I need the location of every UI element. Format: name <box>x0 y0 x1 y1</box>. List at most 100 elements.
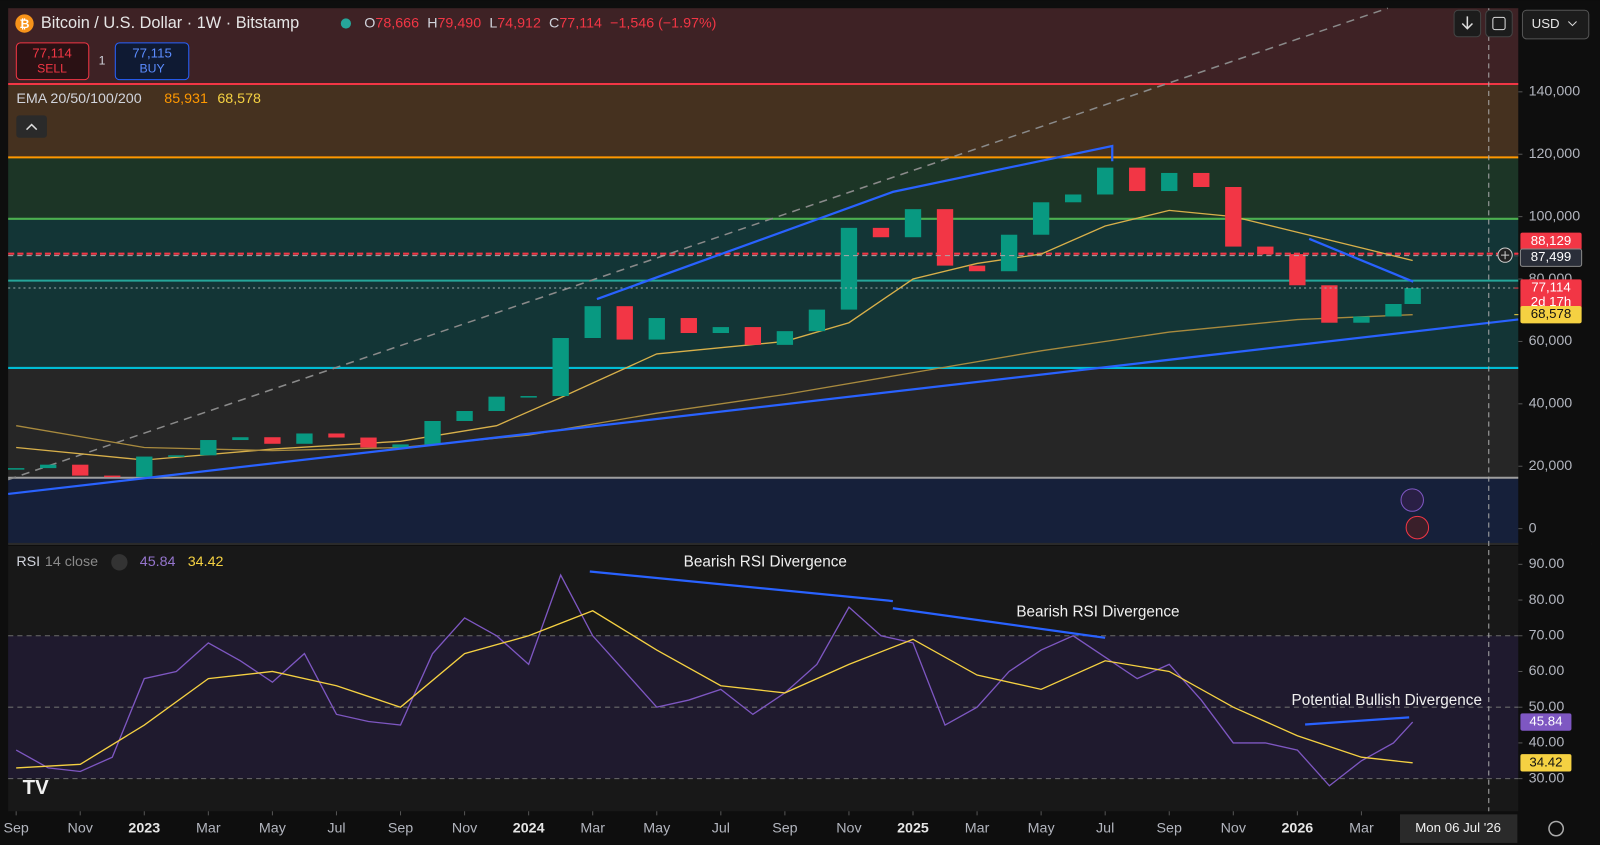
candle <box>1064 194 1082 203</box>
candle <box>1032 202 1050 235</box>
candle <box>424 420 441 445</box>
zone <box>8 367 1519 478</box>
currency-select[interactable] <box>1521 9 1590 40</box>
price-scale <box>1518 8 1592 812</box>
event-icon[interactable] <box>1405 515 1430 540</box>
candle <box>808 309 826 332</box>
ema-value: 85,931 <box>164 91 208 107</box>
ohlc-value: 77,114 <box>559 15 602 31</box>
candle <box>776 331 794 345</box>
zone <box>8 84 1519 158</box>
x-tick-label: Mar <box>196 820 221 836</box>
y-tick-label: 120,000 <box>1529 146 1581 162</box>
ohlc-key: L <box>489 15 497 31</box>
candle <box>104 475 121 478</box>
candle <box>328 433 345 438</box>
symbol-title: Bitcoin / U.S. Dollar · 1W · Bitstamp <box>41 14 299 32</box>
candle <box>168 455 185 457</box>
candle <box>136 456 153 477</box>
candle <box>200 440 217 456</box>
candle <box>1321 285 1338 323</box>
ema-line <box>16 209 1413 461</box>
candle <box>360 437 377 448</box>
refresh-button[interactable] <box>1485 9 1513 38</box>
rsi-badge <box>1520 754 1572 772</box>
candle <box>616 306 633 340</box>
candle <box>1193 172 1210 187</box>
date-badge <box>1400 814 1518 843</box>
zone <box>8 280 1519 368</box>
candle <box>968 265 986 272</box>
ema-legend: EMA 20/50/100/200 <box>16 91 141 107</box>
x-tick-label: Mar <box>1349 820 1374 836</box>
price-badge-label: 68,578 <box>1531 306 1572 321</box>
ema-line <box>16 314 1413 452</box>
x-tick-label: 2026 <box>1281 820 1313 836</box>
candle <box>40 464 57 469</box>
ema-value: 68,578 <box>217 91 261 107</box>
rsi-value: 34.42 <box>188 554 224 570</box>
x-tick-label: 2023 <box>128 820 160 836</box>
x-tick-label: Nov <box>836 820 862 836</box>
x-tick-label: May <box>259 820 287 836</box>
x-tick-label: Nov <box>452 820 478 836</box>
zone <box>8 253 1519 281</box>
candle <box>392 444 409 448</box>
price-badge <box>1520 232 1582 251</box>
zone <box>8 157 1519 219</box>
y-tick-label: 100,000 <box>1529 208 1581 224</box>
candle <box>296 433 313 444</box>
x-tick-label: Nov <box>1221 820 1247 836</box>
candle <box>264 437 281 444</box>
y-tick-label: 40.00 <box>1529 735 1565 751</box>
price-badge <box>1520 305 1582 324</box>
rsi-line <box>15 573 1414 787</box>
y-tick-label: 140,000 <box>1529 84 1581 100</box>
event-icon[interactable] <box>1400 488 1424 512</box>
divergence-line <box>1305 716 1410 726</box>
y-tick-label: 60.00 <box>1529 663 1565 679</box>
collapse-icon <box>25 123 38 131</box>
trendline <box>596 144 1114 301</box>
quantity: 1 <box>99 54 106 68</box>
candle <box>1000 234 1018 272</box>
rsi-params: 14 close <box>45 554 98 570</box>
candle <box>840 227 858 310</box>
divergence-line <box>589 570 893 603</box>
price-badge <box>1519 248 1583 267</box>
rsi-settings-icon[interactable] <box>111 554 128 571</box>
ohlc-value: 74,912 <box>497 15 541 31</box>
y-tick-label: 90.00 <box>1529 556 1565 572</box>
buy-button[interactable] <box>114 42 190 81</box>
sell-button[interactable] <box>15 42 90 81</box>
symbol-icon-glyph: ₿ <box>19 17 29 31</box>
y-tick-label: 60,000 <box>1529 333 1573 349</box>
y-tick-label: 30.00 <box>1529 770 1565 786</box>
refresh-icon <box>1492 16 1506 31</box>
ohlc-key: O <box>364 15 375 31</box>
candle <box>488 396 505 412</box>
candle <box>1161 172 1178 192</box>
rsi-badge-label: 45.84 <box>1529 714 1562 729</box>
price-badge-label: 77,114 <box>1531 280 1571 295</box>
settings-button[interactable] <box>1548 820 1565 837</box>
y-tick-label: 70.00 <box>1529 628 1565 644</box>
x-tick-label: Sep <box>3 820 28 836</box>
sell-label: SELL <box>37 62 67 76</box>
collapse-button[interactable] <box>16 115 47 138</box>
candle <box>1257 246 1274 255</box>
candle <box>744 327 762 345</box>
scale-labels: 020,00040,00060,00080,000100,000120,0001… <box>1514 84 1583 786</box>
price-badge-sub: 2d 17h <box>1531 294 1572 309</box>
zone <box>8 477 1519 544</box>
candle <box>1353 316 1370 323</box>
ohlc-value: 79,490 <box>438 15 482 31</box>
candle <box>872 227 890 238</box>
rsi-name: RSI <box>16 554 40 570</box>
currency: USD <box>1532 16 1560 31</box>
rsi-line <box>16 610 1413 769</box>
change: −1,546 (−1.97%) <box>610 15 716 31</box>
price-badge <box>1520 279 1582 310</box>
candle <box>520 396 537 398</box>
divergence-line <box>892 607 1106 639</box>
